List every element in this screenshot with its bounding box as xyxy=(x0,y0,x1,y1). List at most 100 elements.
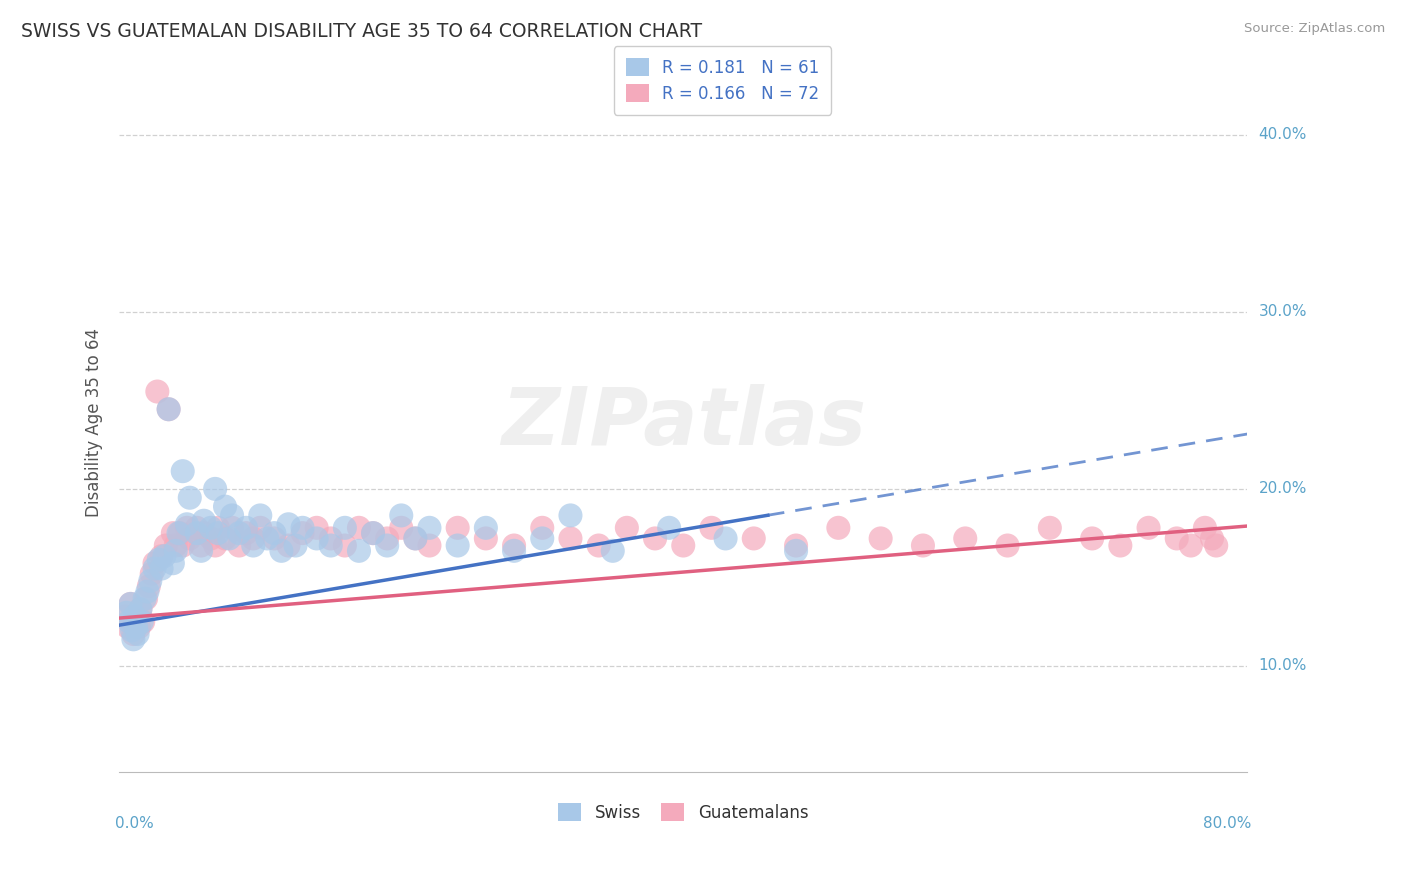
Text: 80.0%: 80.0% xyxy=(1204,816,1251,831)
Point xyxy=(218,532,240,546)
Point xyxy=(193,514,215,528)
Point xyxy=(389,508,412,523)
Point xyxy=(658,521,681,535)
Point xyxy=(418,521,440,535)
Point xyxy=(1081,532,1104,546)
Point xyxy=(375,539,398,553)
Point xyxy=(146,384,169,399)
Point xyxy=(155,539,177,553)
Point xyxy=(221,508,243,523)
Point xyxy=(404,532,426,546)
Point xyxy=(148,552,170,566)
Point xyxy=(1205,539,1227,553)
Text: ZIPatlas: ZIPatlas xyxy=(501,384,866,461)
Point xyxy=(503,539,526,553)
Text: SWISS VS GUATEMALAN DISABILITY AGE 35 TO 64 CORRELATION CHART: SWISS VS GUATEMALAN DISABILITY AGE 35 TO… xyxy=(21,22,702,41)
Point xyxy=(827,521,849,535)
Point xyxy=(193,526,215,541)
Point xyxy=(291,526,314,541)
Point xyxy=(333,539,356,553)
Point xyxy=(249,521,271,535)
Point xyxy=(228,526,250,541)
Point xyxy=(263,532,285,546)
Point xyxy=(305,532,328,546)
Point xyxy=(560,508,582,523)
Point xyxy=(447,539,470,553)
Point xyxy=(1039,521,1062,535)
Point xyxy=(200,532,222,546)
Point xyxy=(117,620,139,634)
Point xyxy=(135,591,157,606)
Point xyxy=(136,584,159,599)
Point xyxy=(120,597,142,611)
Point xyxy=(277,517,299,532)
Point xyxy=(143,556,166,570)
Point xyxy=(588,539,610,553)
Point xyxy=(207,526,229,541)
Point xyxy=(305,521,328,535)
Point xyxy=(256,532,278,546)
Point xyxy=(127,627,149,641)
Point xyxy=(167,526,190,541)
Point xyxy=(121,624,143,638)
Y-axis label: Disability Age 35 to 64: Disability Age 35 to 64 xyxy=(86,328,103,517)
Point xyxy=(714,532,737,546)
Point xyxy=(124,609,146,624)
Point xyxy=(1180,539,1202,553)
Point xyxy=(122,627,145,641)
Point xyxy=(418,539,440,553)
Point xyxy=(139,574,162,588)
Point xyxy=(172,464,194,478)
Point xyxy=(143,561,166,575)
Point xyxy=(347,544,370,558)
Point xyxy=(162,556,184,570)
Point xyxy=(361,526,384,541)
Point xyxy=(447,521,470,535)
Point xyxy=(204,539,226,553)
Point xyxy=(249,508,271,523)
Point xyxy=(153,549,176,563)
Point xyxy=(179,491,201,505)
Point xyxy=(375,532,398,546)
Point xyxy=(228,539,250,553)
Point xyxy=(560,532,582,546)
Point xyxy=(129,602,152,616)
Point xyxy=(157,402,180,417)
Point xyxy=(389,521,412,535)
Point xyxy=(361,526,384,541)
Point xyxy=(172,539,194,553)
Point xyxy=(122,632,145,647)
Point xyxy=(190,539,212,553)
Point xyxy=(333,521,356,535)
Point xyxy=(277,539,299,553)
Point xyxy=(270,544,292,558)
Point xyxy=(128,620,150,634)
Point xyxy=(475,532,498,546)
Text: 40.0%: 40.0% xyxy=(1258,128,1308,143)
Point xyxy=(176,521,198,535)
Point xyxy=(129,602,152,616)
Point xyxy=(742,532,765,546)
Point xyxy=(404,532,426,546)
Point xyxy=(132,615,155,629)
Point xyxy=(186,526,208,541)
Point xyxy=(347,521,370,535)
Point xyxy=(644,532,666,546)
Point xyxy=(700,521,723,535)
Point xyxy=(319,532,342,546)
Point xyxy=(1137,521,1160,535)
Point xyxy=(150,561,173,575)
Point xyxy=(131,615,153,629)
Point xyxy=(616,521,638,535)
Point xyxy=(141,566,163,581)
Point xyxy=(162,526,184,541)
Legend: Swiss, Guatemalans: Swiss, Guatemalans xyxy=(547,791,820,834)
Point xyxy=(284,539,307,553)
Point xyxy=(475,521,498,535)
Point xyxy=(190,544,212,558)
Point xyxy=(165,539,187,553)
Point xyxy=(319,539,342,553)
Point xyxy=(242,539,264,553)
Text: 20.0%: 20.0% xyxy=(1258,482,1308,496)
Point xyxy=(531,521,554,535)
